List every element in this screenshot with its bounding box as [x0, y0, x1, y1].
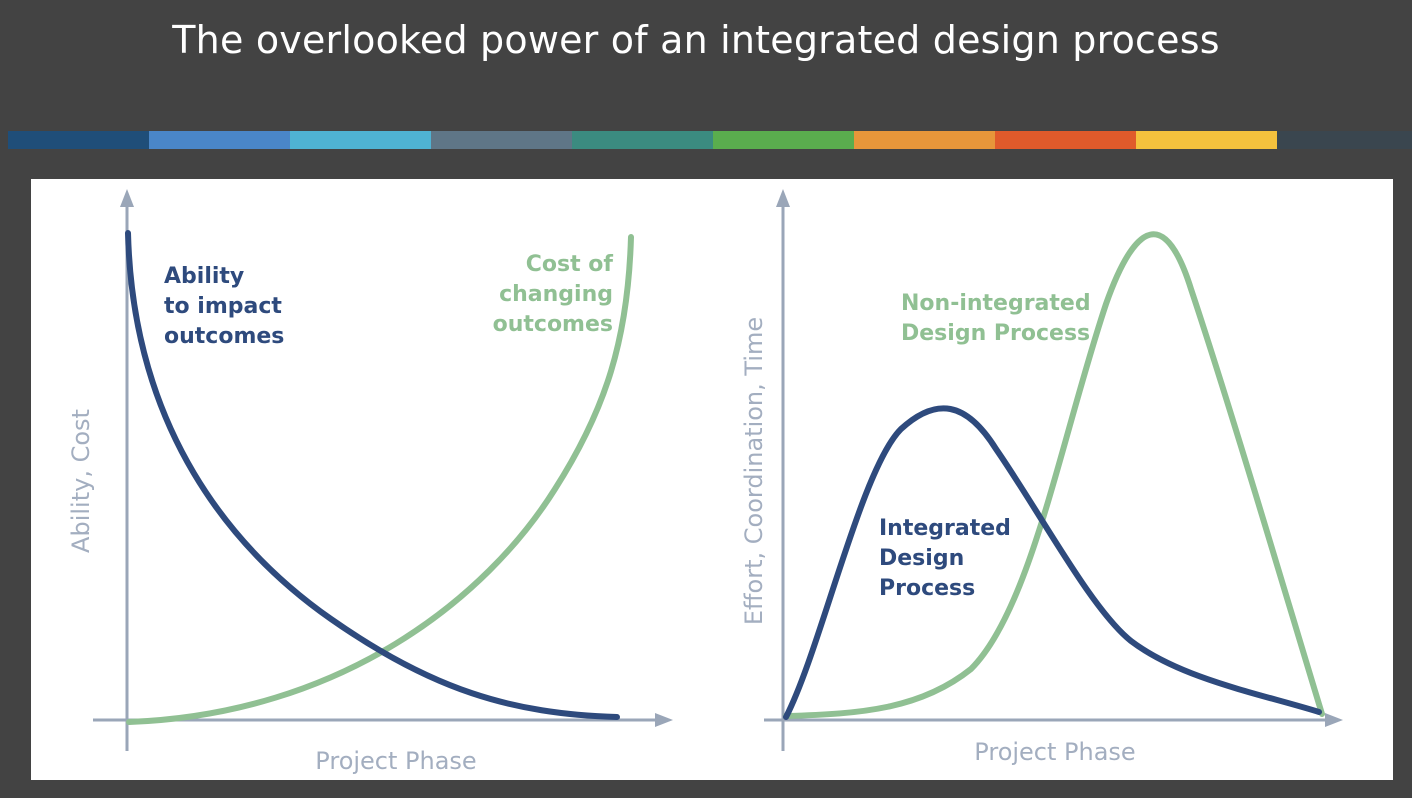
- color-band: [8, 131, 1412, 149]
- right-chart: Integrated Design Process Non-integrated…: [740, 189, 1343, 766]
- color-band-segment: [149, 131, 290, 149]
- left-x-axis-arrow: [655, 713, 673, 727]
- color-band-segment: [572, 131, 713, 149]
- right-x-axis-label: Project Phase: [974, 738, 1135, 766]
- cost-label-line-1: Cost of: [526, 252, 614, 277]
- cost-label-line-2: changing: [499, 282, 613, 307]
- non-integrated-label-line-2: Design Process: [901, 321, 1090, 346]
- right-y-axis-arrow: [776, 189, 790, 207]
- ability-label-line-1: Ability: [164, 264, 244, 289]
- integrated-label-line-3: Process: [879, 576, 975, 601]
- ability-label-line-2: to impact: [164, 294, 282, 319]
- left-chart: Ability to impact outcomes Cost of chang…: [67, 189, 673, 775]
- color-band-segment: [713, 131, 854, 149]
- cost-curve: [126, 234, 634, 725]
- right-x-axis-arrow: [1325, 713, 1343, 727]
- color-band-segment: [431, 131, 572, 149]
- diagram-svg: Ability to impact outcomes Cost of chang…: [67, 189, 1343, 775]
- left-x-axis-label: Project Phase: [315, 747, 476, 775]
- non-integrated-label-line-1: Non-integrated: [901, 291, 1091, 316]
- diagram-panel: Ability to impact outcomes Cost of chang…: [31, 179, 1393, 780]
- left-y-axis-label: Ability, Cost: [67, 409, 95, 553]
- ability-label-line-3: outcomes: [164, 324, 284, 349]
- cost-label-line-3: outcomes: [493, 312, 613, 337]
- color-band-segment: [995, 131, 1136, 149]
- color-band-segment: [1136, 131, 1277, 149]
- integrated-label-line-2: Design: [879, 546, 964, 571]
- color-band-segment: [290, 131, 431, 149]
- integrated-curve: [783, 405, 1322, 720]
- non-integrated-curve: [783, 231, 1325, 719]
- slide-title: The overlooked power of an integrated de…: [172, 18, 1220, 62]
- color-band-segment: [8, 131, 149, 149]
- ability-curve: [125, 230, 620, 720]
- color-band-segment: [854, 131, 995, 149]
- left-y-axis-arrow: [120, 189, 134, 207]
- color-band-segment: [1277, 131, 1412, 149]
- right-y-axis-label: Effort, Coordination, Time: [740, 317, 768, 625]
- integrated-label-line-1: Integrated: [879, 516, 1011, 541]
